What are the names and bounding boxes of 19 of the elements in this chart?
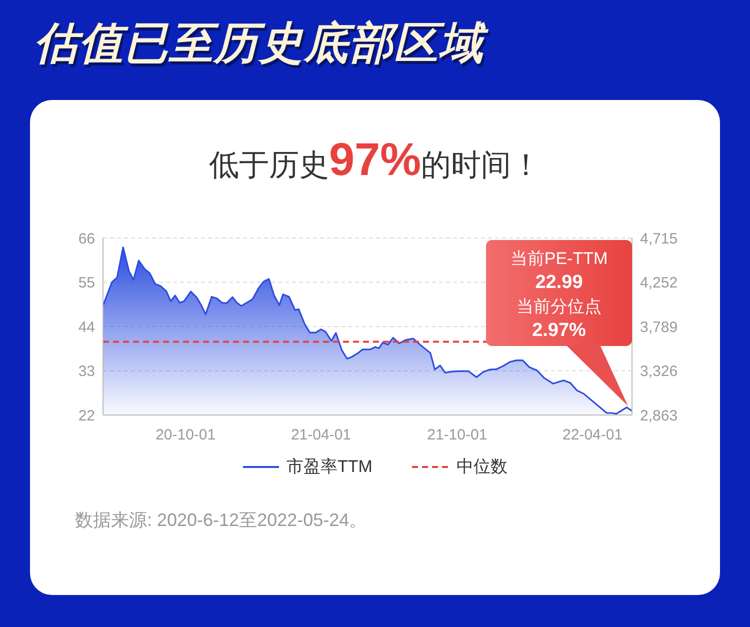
x-tick-label: 22-04-01 [562, 426, 623, 444]
y2-tick-label: 2,863 [640, 407, 678, 424]
annotation: 当前PE-TTM 22.99 当前分位点 2.97% [510, 249, 608, 341]
source-note: 数据来源: 2020-6-12至2022-05-24。 [75, 509, 368, 532]
y-tick-label: 22 [78, 407, 95, 424]
x-tick-label: 20-10-01 [156, 426, 216, 444]
y2-tick-label: 3,326 [640, 363, 678, 380]
y2-tick-label: 4,252 [640, 274, 678, 292]
y-tick-label: 66 [78, 230, 95, 248]
legend-label: 中位数 [455, 456, 508, 478]
y-tick-label: 55 [78, 274, 95, 292]
chart-subtitle: 低于历史97%的时间！ [208, 133, 542, 185]
x-tick-label: 21-04-01 [290, 426, 352, 444]
y-tick-label: 44 [78, 318, 95, 336]
y-tick-label: 33 [78, 363, 95, 380]
legend-label: 市盈率TTM [286, 456, 372, 478]
y2-tick-label: 3,789 [640, 318, 678, 336]
x-tick-label: 21-10-01 [427, 426, 488, 444]
y2-tick-label: 4,715 [640, 230, 678, 248]
